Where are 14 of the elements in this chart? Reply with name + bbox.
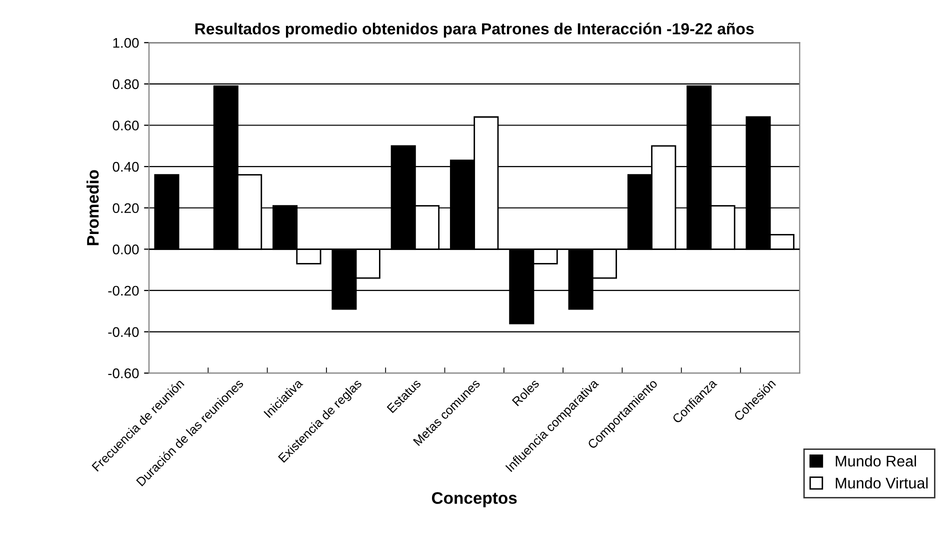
x-axis-title: Conceptos — [432, 492, 517, 508]
y-tick-label: 0.20 — [112, 203, 139, 214]
y-tick-label: 1.00 — [113, 38, 139, 48]
chart-title: Resultados promedio obtenidos para Patrones de Interacción -19-22 años — [195, 22, 754, 38]
y-tick-label: -0.40 — [108, 327, 139, 337]
y-tick-label: 0.60 — [112, 120, 139, 130]
legend-label: Mundo Real — [836, 455, 916, 467]
y-axis-title: Promedio — [86, 170, 99, 246]
y-tick-label: 0.40 — [112, 162, 139, 172]
y-tick-label: 0.80 — [112, 79, 139, 90]
y-tick-label: 0.00 — [112, 244, 139, 254]
y-tick-label: -0.60 — [108, 368, 139, 378]
legend-label: Mundo Virtual — [836, 477, 928, 489]
y-tick-label: -0.20 — [108, 286, 139, 296]
